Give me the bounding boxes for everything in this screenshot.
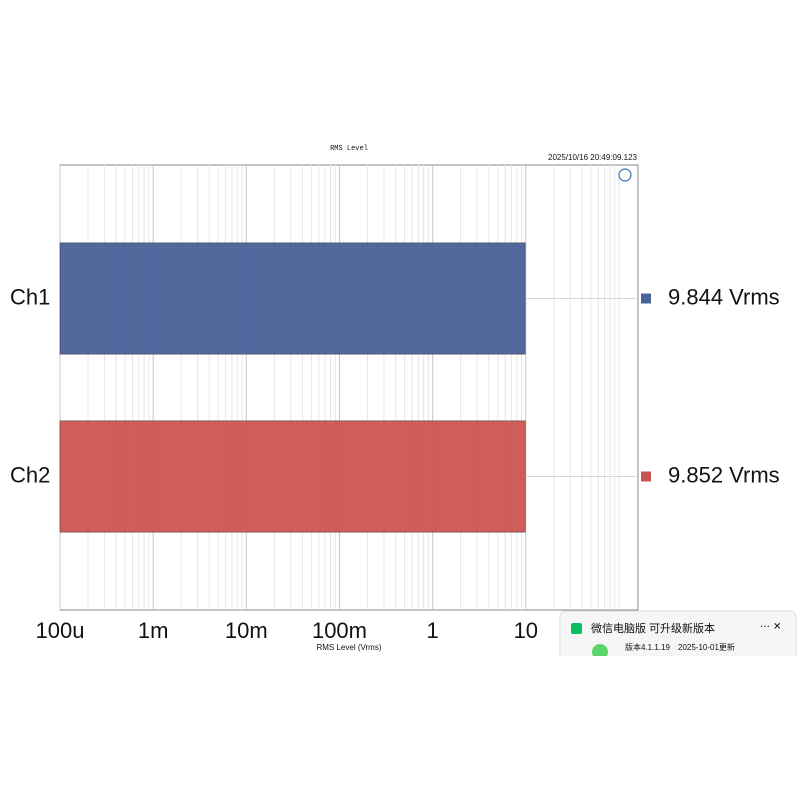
wechat-icon bbox=[571, 623, 582, 634]
marks bbox=[59, 242, 638, 533]
x-tick-label: 100m bbox=[312, 618, 367, 643]
legend-swatch bbox=[641, 293, 651, 304]
y-tick-label: Ch2 bbox=[10, 462, 50, 487]
x-axis-label: RMS Level (Vrms) bbox=[316, 643, 381, 652]
timestamp: 2025/10/16 20:49:09.123 bbox=[548, 153, 638, 162]
legend-swatch bbox=[641, 471, 651, 482]
x-tick-label: 1 bbox=[427, 618, 439, 643]
x-tick-label: 10 bbox=[514, 618, 538, 643]
bar bbox=[59, 242, 526, 355]
ap-logo bbox=[618, 168, 632, 182]
bar bbox=[59, 420, 526, 533]
plot-area bbox=[59, 164, 639, 611]
x-tick-label: 1m bbox=[138, 618, 169, 643]
notification-version: 版本4.1.1.19 bbox=[625, 642, 670, 652]
chart-title: RMS Level bbox=[330, 145, 368, 153]
grid bbox=[59, 165, 620, 610]
value-label: 9.852 Vrms bbox=[668, 462, 780, 487]
y-tick-label: Ch1 bbox=[10, 284, 50, 309]
notification-date: 2025-10-01更新 bbox=[678, 642, 735, 652]
menu-icon[interactable]: ⋯ bbox=[760, 622, 770, 633]
background bbox=[0, 656, 800, 800]
close-icon[interactable]: ✕ bbox=[773, 622, 781, 633]
x-tick-label: 10m bbox=[225, 618, 268, 643]
value-label: 9.844 Vrms bbox=[668, 284, 780, 309]
x-tick-label: 100u bbox=[36, 618, 85, 643]
notification-title: 微信电脑版 可升级新版本 bbox=[591, 621, 715, 635]
